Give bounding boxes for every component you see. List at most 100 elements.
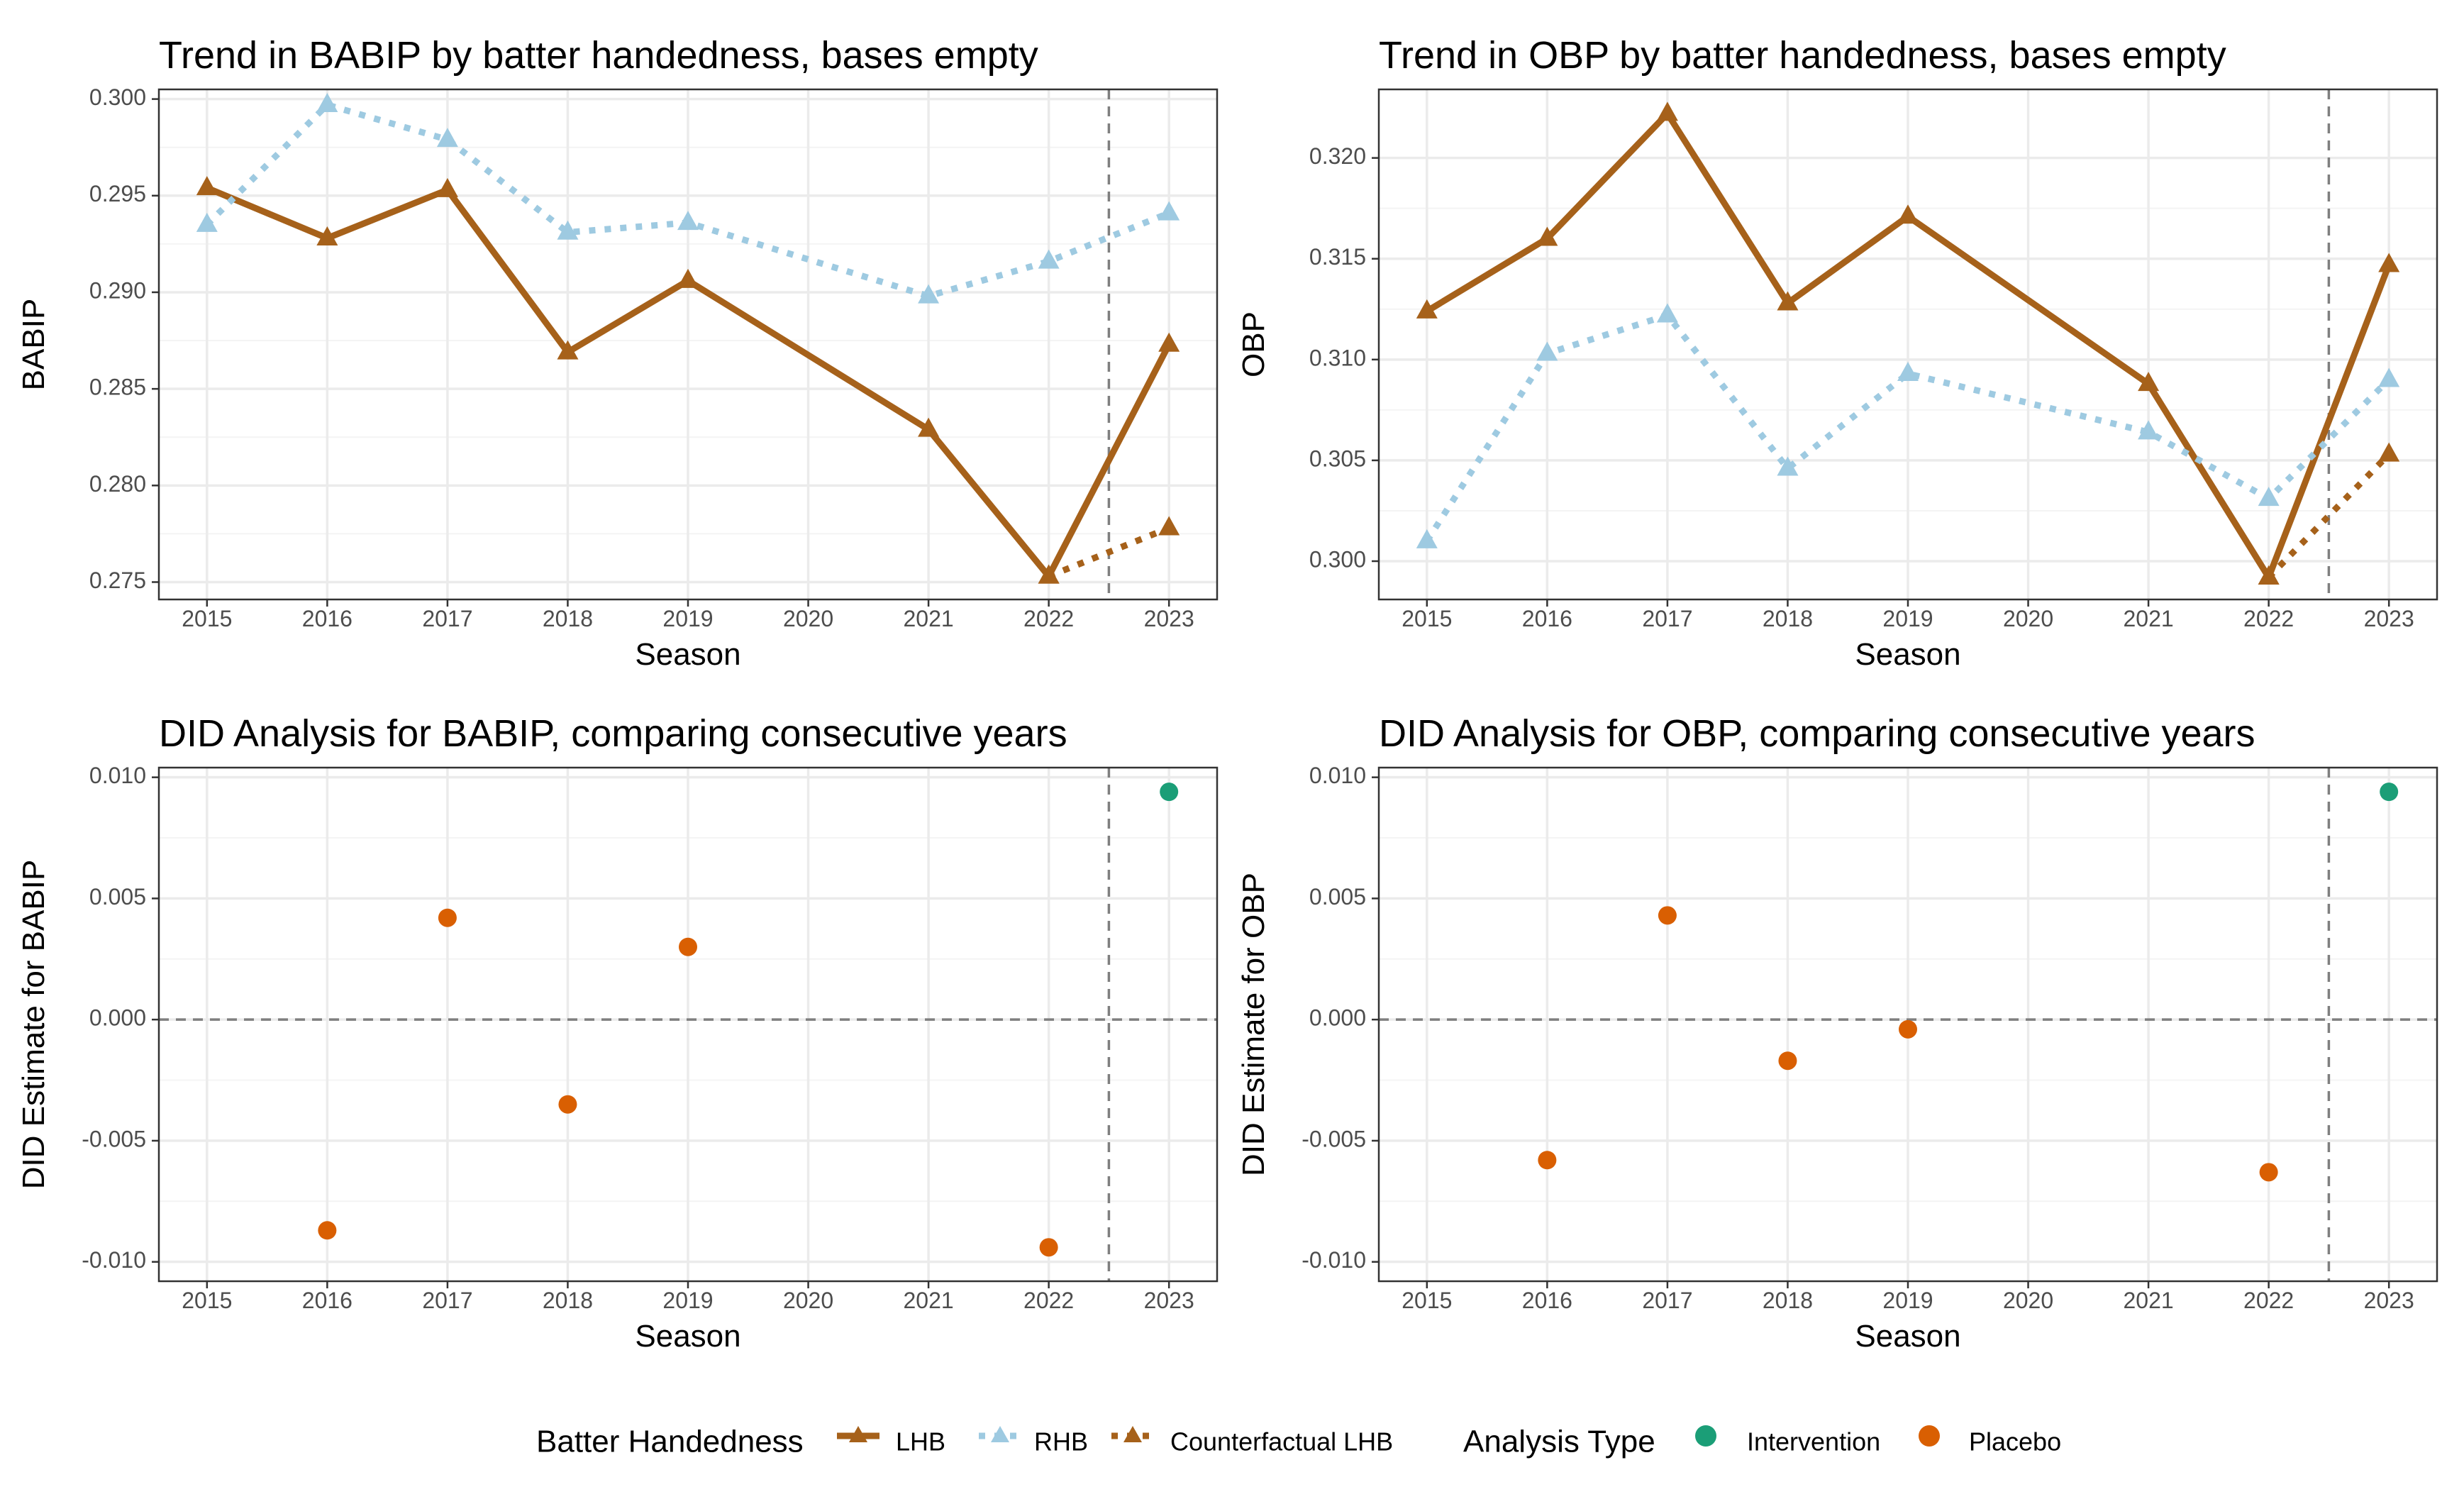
chart-title: Trend in OBP by batter handedness, bases… <box>1379 34 2226 77</box>
y-tick-label: 0.300 <box>1309 546 1366 572</box>
legend-key-lhb <box>837 1426 879 1442</box>
data-point-lhb <box>436 177 458 197</box>
x-tick-label: 2017 <box>1642 1288 1692 1313</box>
chart-obp_did: -0.010 -0.005 0.000 0.005 0.010 2015 2016 2017 2… <box>1236 712 2438 1354</box>
data-point-intervention <box>1160 783 1179 802</box>
y-tick-label: 0.285 <box>89 375 146 400</box>
data-point-rhb <box>1038 249 1060 269</box>
data-point-rhb <box>196 212 218 232</box>
data-point-intervention <box>2380 783 2399 802</box>
legend-marker-lhb <box>849 1426 867 1442</box>
x-tick-label: 2017 <box>422 606 472 631</box>
y-tick-label: 0.000 <box>89 1005 146 1031</box>
x-tick-label: 2020 <box>783 1288 833 1313</box>
y-tick-label: -0.010 <box>82 1247 146 1273</box>
legend-marker-counterfactual <box>1123 1426 1142 1442</box>
data-point-rhb <box>1656 303 1678 323</box>
chart-babip_did: -0.010 -0.005 0.000 0.005 0.010 2015 2016 2017 2… <box>16 712 1219 1354</box>
data-point-placebo <box>558 1095 577 1114</box>
chart-panels: 0.275 0.280 0.285 0.290 0.295 0.300 2015 2016 20… <box>16 34 2438 1354</box>
x-tick-label: 2015 <box>182 1288 232 1313</box>
y-tick-label: 0.310 <box>1309 345 1366 370</box>
x-tick-label: 2016 <box>1522 1288 1572 1313</box>
y-tick-label: 0.300 <box>89 84 146 110</box>
x-tick-label: 2021 <box>903 1288 953 1313</box>
x-axis-label: Season <box>635 1319 740 1354</box>
data-point-rhb <box>2258 487 2280 507</box>
x-tick-label: 2020 <box>2003 1288 2053 1313</box>
x-tick-label: 2021 <box>2123 1288 2173 1313</box>
y-axis-label: OBP <box>1236 311 1271 377</box>
data-point-placebo <box>318 1221 337 1240</box>
data-point-placebo <box>2259 1163 2278 1182</box>
y-tick-label: 0.010 <box>1309 763 1366 788</box>
y-axis-label: DID Estimate for OBP <box>1236 873 1271 1176</box>
x-axis-label: Season <box>1855 1319 1960 1354</box>
y-tick-label: -0.010 <box>1302 1247 1366 1273</box>
y-tick-label: 0.005 <box>1309 884 1366 909</box>
x-tick-label: 2018 <box>543 606 593 631</box>
x-axis-label: Season <box>635 637 740 672</box>
x-tick-label: 2023 <box>2364 606 2414 631</box>
data-point-rhb <box>1416 529 1438 548</box>
x-tick-label: 2015 <box>1402 1288 1452 1313</box>
data-point-placebo <box>1538 1151 1557 1170</box>
x-tick-label: 2016 <box>1522 606 1572 631</box>
chart-title: Trend in BABIP by batter handedness, bas… <box>159 34 1038 77</box>
data-point-counterfactual-lhb <box>2378 442 2400 462</box>
x-tick-label: 2023 <box>1144 606 1194 631</box>
y-tick-label: 0.275 <box>89 568 146 593</box>
data-point-counterfactual-lhb <box>1158 516 1180 536</box>
legend-label-counterfactual: Counterfactual LHB <box>1170 1427 1393 1456</box>
y-tick-label: 0.000 <box>1309 1005 1366 1031</box>
y-axis-label: DID Estimate for BABIP <box>16 860 51 1190</box>
data-point-rhb <box>677 211 699 231</box>
x-tick-label: 2022 <box>2243 1288 2294 1313</box>
x-tick-label: 2017 <box>422 1288 472 1313</box>
data-point-rhb <box>918 284 940 304</box>
y-tick-label: 0.010 <box>89 763 146 788</box>
data-point-lhb <box>918 417 940 437</box>
x-tick-label: 2018 <box>1763 1288 1813 1313</box>
x-tick-label: 2021 <box>2123 606 2173 631</box>
chart-title: DID Analysis for BABIP, comparing consec… <box>159 712 1067 755</box>
y-tick-label: 0.290 <box>89 277 146 303</box>
y-tick-label: -0.005 <box>1302 1126 1366 1151</box>
data-point-lhb <box>1777 291 1799 311</box>
y-tick-label: 0.305 <box>1309 446 1366 471</box>
series-line-counterfactual-lhb <box>1047 525 1170 580</box>
data-point-placebo <box>438 908 457 927</box>
x-tick-label: 2016 <box>302 606 353 631</box>
legend-label-lhb: LHB <box>896 1427 945 1456</box>
x-tick-label: 2018 <box>543 1288 593 1313</box>
x-axis-label: Season <box>1855 637 1960 672</box>
x-tick-label: 2022 <box>2243 606 2294 631</box>
data-point-counterfactual-lhb <box>1038 564 1060 584</box>
data-point-placebo <box>1658 906 1677 925</box>
legend-key-counterfactual <box>1111 1426 1154 1442</box>
data-point-lhb <box>1536 226 1558 246</box>
legend-marker-rhb <box>991 1426 1009 1442</box>
x-tick-label: 2015 <box>1402 606 1452 631</box>
x-tick-label: 2017 <box>1642 606 1692 631</box>
x-tick-label: 2020 <box>2003 606 2053 631</box>
x-tick-label: 2019 <box>662 1288 713 1313</box>
y-tick-label: 0.005 <box>89 884 146 909</box>
legend-label-intervention: Intervention <box>1747 1427 1880 1456</box>
x-tick-label: 2021 <box>903 606 953 631</box>
series-line-rhb <box>204 101 1170 299</box>
legend-title-analysis: Analysis Type <box>1463 1425 1655 1459</box>
series-line-lhb <box>1425 110 2392 581</box>
x-tick-label: 2023 <box>2364 1288 2414 1313</box>
legend-marker-placebo <box>1919 1425 1940 1447</box>
legend-key-rhb <box>979 1426 1021 1442</box>
chart-babip_trend: 0.275 0.280 0.285 0.290 0.295 0.300 2015 2016 20… <box>16 34 1219 672</box>
series-line-counterfactual-lhb <box>2266 452 2392 580</box>
data-point-lhb <box>1158 332 1180 352</box>
x-tick-label: 2019 <box>1882 606 1933 631</box>
data-point-lhb <box>1416 299 1438 319</box>
x-tick-label: 2019 <box>1882 1288 1933 1313</box>
data-point-rhb <box>1536 341 1558 361</box>
chart-title: DID Analysis for OBP, comparing consecut… <box>1379 712 2255 755</box>
